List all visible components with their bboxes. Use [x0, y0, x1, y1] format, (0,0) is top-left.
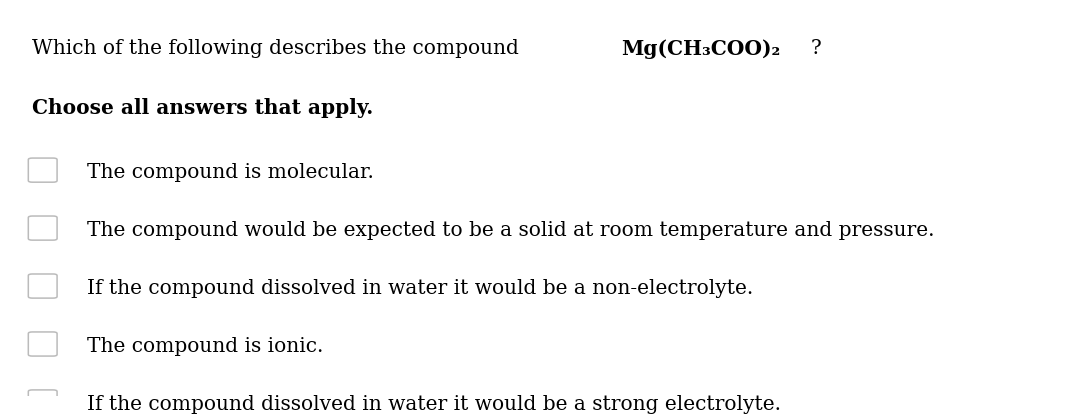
Text: If the compound dissolved in water it would be a non-electrolyte.: If the compound dissolved in water it wo… [87, 279, 753, 298]
FancyBboxPatch shape [28, 274, 57, 298]
Text: The compound would be expected to be a solid at room temperature and pressure.: The compound would be expected to be a s… [87, 221, 935, 240]
Text: ?: ? [811, 39, 821, 59]
FancyBboxPatch shape [28, 390, 57, 414]
Text: Choose all answers that apply.: Choose all answers that apply. [33, 98, 373, 118]
FancyBboxPatch shape [28, 332, 57, 356]
Text: Mg(CH₃COO)₂: Mg(CH₃COO)₂ [621, 39, 780, 59]
Text: If the compound dissolved in water it would be a strong electrolyte.: If the compound dissolved in water it wo… [87, 395, 781, 414]
FancyBboxPatch shape [28, 158, 57, 182]
FancyBboxPatch shape [28, 216, 57, 240]
Text: Which of the following describes the compound: Which of the following describes the com… [33, 39, 526, 59]
Text: The compound is molecular.: The compound is molecular. [87, 163, 373, 182]
Text: The compound is ionic.: The compound is ionic. [87, 336, 323, 356]
